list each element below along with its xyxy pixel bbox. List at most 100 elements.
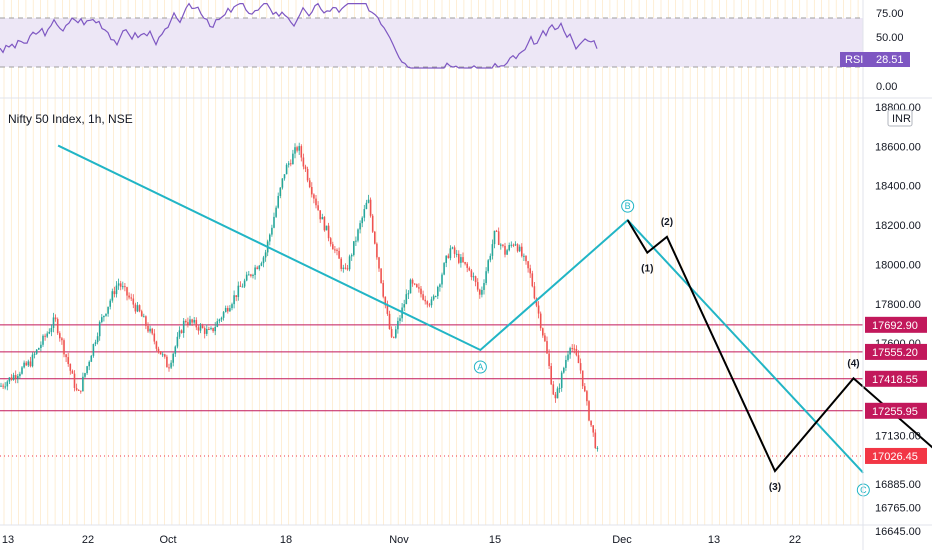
candle-body	[248, 274, 250, 276]
candle-body	[420, 288, 422, 295]
candle-body	[548, 353, 550, 367]
candle-body	[80, 390, 82, 392]
candle-body	[327, 225, 330, 239]
candle-body	[260, 263, 263, 266]
candle-body	[151, 328, 153, 334]
candle-body	[182, 320, 185, 334]
candle-body	[8, 377, 11, 382]
candle-body	[567, 354, 569, 360]
rsi-line	[0, 2, 598, 69]
candle-body	[518, 246, 521, 252]
candle-body	[500, 244, 502, 246]
candle-body	[468, 267, 471, 271]
candle-body	[521, 246, 523, 257]
candle-body	[132, 298, 135, 305]
candle-body	[502, 244, 504, 246]
candle-body	[464, 262, 466, 264]
candle-body	[245, 274, 248, 281]
candle-body	[279, 187, 282, 196]
candle-body	[166, 356, 168, 368]
candle-body	[390, 329, 393, 337]
corrective-wave-line[interactable]	[57, 144, 865, 474]
x-tick-label: 13	[708, 534, 720, 546]
candle-body	[105, 313, 107, 316]
last-price-tag	[865, 447, 927, 464]
candle-body	[124, 286, 126, 288]
candle-body	[69, 363, 72, 371]
y-tick-label: 18600.00	[875, 141, 921, 153]
y-tick-label: 17130.00	[875, 431, 921, 443]
candle-body	[407, 293, 410, 295]
candle-body	[353, 241, 355, 255]
candle-body	[405, 294, 408, 305]
candle-body	[586, 391, 588, 402]
candle-body	[472, 276, 475, 278]
candle-body	[222, 312, 225, 318]
candle-body	[495, 230, 498, 232]
chart-title: Nifty 50 Index, 1h, NSE	[8, 112, 133, 126]
candle-body	[332, 244, 334, 250]
candle-body	[136, 305, 139, 312]
wave-label-circle	[473, 360, 487, 374]
candle-body	[573, 348, 576, 350]
candle-body	[275, 207, 277, 217]
candle-body	[224, 307, 227, 313]
candle-body	[19, 373, 21, 377]
candle-body	[569, 348, 571, 355]
candle-body	[227, 307, 229, 312]
x-tick-label: Oct	[159, 534, 176, 546]
candle-body	[378, 257, 380, 269]
candlesticks	[0, 142, 599, 452]
currency-label: INR	[892, 113, 911, 125]
candle-body	[348, 256, 351, 270]
candle-body	[159, 351, 162, 355]
candle-body	[449, 248, 452, 259]
candle-body	[237, 285, 240, 298]
candle-body	[470, 270, 473, 278]
candle-body	[443, 263, 445, 275]
candle-body	[403, 304, 405, 308]
candle-body	[298, 146, 300, 151]
y-tick-label: 17800.00	[875, 299, 921, 311]
candle-body	[321, 217, 324, 220]
candle-body	[350, 254, 353, 257]
candle-body	[201, 325, 204, 329]
y-axis-ticks[interactable]: 16645.0016765.0016885.0017130.0017600.00…	[875, 102, 921, 538]
candle-body	[216, 321, 219, 327]
candle-body	[111, 291, 114, 301]
candle-body	[296, 147, 298, 151]
x-axis-ticks[interactable]: 13 22 Oct 18 Nov 15 Dec 13 22	[2, 534, 801, 546]
wave-label-circle	[621, 199, 635, 213]
candle-body	[277, 195, 279, 208]
candle-body	[254, 267, 256, 275]
candle-body	[594, 432, 597, 449]
price-level-tag	[865, 402, 927, 419]
candle-body	[149, 328, 151, 332]
candle-body	[63, 340, 65, 355]
impulse-wave-label: (1)	[641, 264, 653, 275]
currency-badge[interactable]	[887, 109, 913, 127]
candle-body	[344, 267, 347, 269]
candle-body	[432, 296, 435, 300]
candle-body	[46, 333, 48, 337]
candle-body	[395, 329, 397, 338]
candle-body	[537, 305, 540, 314]
candle-body	[453, 247, 456, 254]
candle-body	[384, 296, 387, 306]
candle-body	[130, 297, 132, 299]
candle-body	[38, 348, 40, 350]
x-tick-label: Dec	[612, 534, 632, 546]
candle-body	[25, 362, 27, 366]
candle-body	[235, 295, 237, 298]
candle-body	[525, 255, 527, 262]
candle-body	[485, 271, 487, 284]
x-tick-label: Nov	[389, 534, 409, 546]
candle-body	[61, 338, 63, 341]
candle-body	[552, 384, 555, 395]
candle-body	[218, 319, 221, 322]
impulse-wave-line[interactable]	[626, 219, 932, 473]
candle-body	[460, 257, 462, 263]
x-tick-label: 15	[489, 534, 501, 546]
